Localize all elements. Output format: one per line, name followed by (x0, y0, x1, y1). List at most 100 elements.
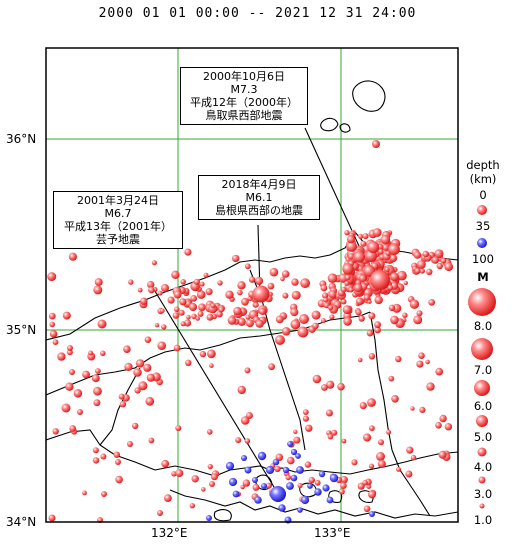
quake-marker (143, 363, 152, 372)
quake-marker (353, 250, 366, 263)
quake-marker (410, 406, 415, 411)
magnitude-legend-markers (468, 288, 496, 509)
quake-marker (397, 270, 407, 281)
quake-marker (92, 457, 100, 464)
quake-marker (245, 412, 253, 419)
quake-marker (180, 279, 186, 285)
quake-marker (327, 273, 338, 284)
quake-marker (225, 290, 234, 299)
quake-marker (402, 312, 408, 318)
quake-marker (197, 310, 204, 317)
quake-marker (281, 270, 290, 278)
quake-marker (304, 461, 312, 468)
quake-marker (368, 312, 376, 320)
deep-quake-marker (228, 477, 238, 487)
quake-marker (253, 302, 259, 308)
quake-marker (244, 367, 251, 374)
annotation-date: 2018年4月9日 (221, 178, 297, 191)
quake-marker (297, 482, 303, 489)
quake-marker (241, 297, 249, 306)
quake-marker (207, 349, 216, 359)
quake-marker (218, 306, 225, 313)
quake-marker (299, 314, 309, 324)
quake-marker (147, 280, 155, 289)
quake-marker (355, 309, 362, 316)
quake-marker (347, 235, 355, 244)
deep-quake-marker (282, 466, 290, 474)
quake-marker (244, 263, 251, 270)
quake-marker (252, 483, 260, 491)
quake-marker (323, 297, 329, 303)
mag-7-marker (471, 338, 493, 360)
quake-marker (148, 437, 155, 444)
quake-marker (312, 374, 322, 384)
annotation-date: 2001年3月24日 (77, 194, 159, 207)
quake-marker (65, 382, 74, 391)
quake-marker (195, 316, 200, 321)
quake-marker (419, 406, 426, 413)
quake-marker (233, 306, 242, 316)
map-frame (45, 47, 459, 523)
quake-marker (353, 283, 363, 293)
quake-marker (405, 470, 413, 478)
quake-marker (93, 399, 101, 407)
quake-marker (237, 385, 246, 395)
quake-marker (372, 228, 382, 237)
quake-marker (329, 314, 335, 320)
quake-marker (154, 323, 160, 328)
quake-marker (314, 479, 321, 486)
quake-marker (203, 272, 209, 278)
quake-marker (137, 287, 143, 293)
quake-marker (387, 284, 394, 291)
deep-quake-marker (326, 496, 334, 504)
graticule (46, 48, 458, 522)
quake-marker (320, 318, 326, 324)
quake-marker (171, 471, 177, 477)
quake-marker (47, 272, 57, 282)
quake-marker (377, 460, 386, 468)
quake-marker (199, 281, 205, 287)
quake-marker (151, 260, 157, 266)
quake-marker (97, 319, 107, 329)
depth-legend-unit: (km) (469, 172, 497, 186)
quake-marker (368, 463, 375, 469)
deep-quake-marker (286, 482, 294, 490)
quake-marker (245, 319, 254, 328)
quake-marker (252, 285, 270, 303)
quake-marker (52, 428, 59, 435)
deep-quake-marker (300, 495, 310, 505)
quake-marker (348, 287, 354, 293)
quake-marker (258, 307, 266, 315)
quake-marker (82, 490, 87, 496)
annotation-geiyo-2001: 2001年3月24日 M6.7 平成13年（2001年） 芸予地震 (53, 191, 183, 249)
quake-marker (414, 268, 421, 274)
quake-marker (196, 290, 206, 299)
quake-marker (216, 311, 223, 318)
quake-marker (179, 298, 187, 306)
quake-marker (428, 299, 436, 306)
mag-value-3: 3.0 (473, 487, 493, 501)
quake-marker (48, 312, 56, 320)
quake-marker (285, 474, 291, 481)
depth-legend-title: depth (466, 158, 500, 172)
deep-quake-marker (254, 496, 262, 504)
quake-marker (434, 249, 444, 259)
quake-marker (207, 429, 213, 435)
depth-value-0: 0 (479, 188, 487, 202)
quake-marker (173, 290, 182, 299)
quake-marker (422, 250, 430, 258)
lat-label-36: 36°N (6, 132, 37, 146)
quake-marker (82, 370, 90, 379)
quake-marker (358, 233, 364, 239)
quake-marker (148, 286, 155, 294)
quake-marker (409, 299, 420, 309)
deep-quake-marker (257, 451, 267, 461)
quake-marker (178, 309, 185, 316)
quake-marker (340, 286, 347, 293)
oki-island-dozen (320, 117, 339, 132)
mag-4-marker (477, 447, 487, 457)
quake-marker (237, 317, 246, 326)
quake-marker (340, 482, 347, 490)
quake-marker (418, 352, 425, 360)
deep-quake-marker (369, 511, 375, 517)
